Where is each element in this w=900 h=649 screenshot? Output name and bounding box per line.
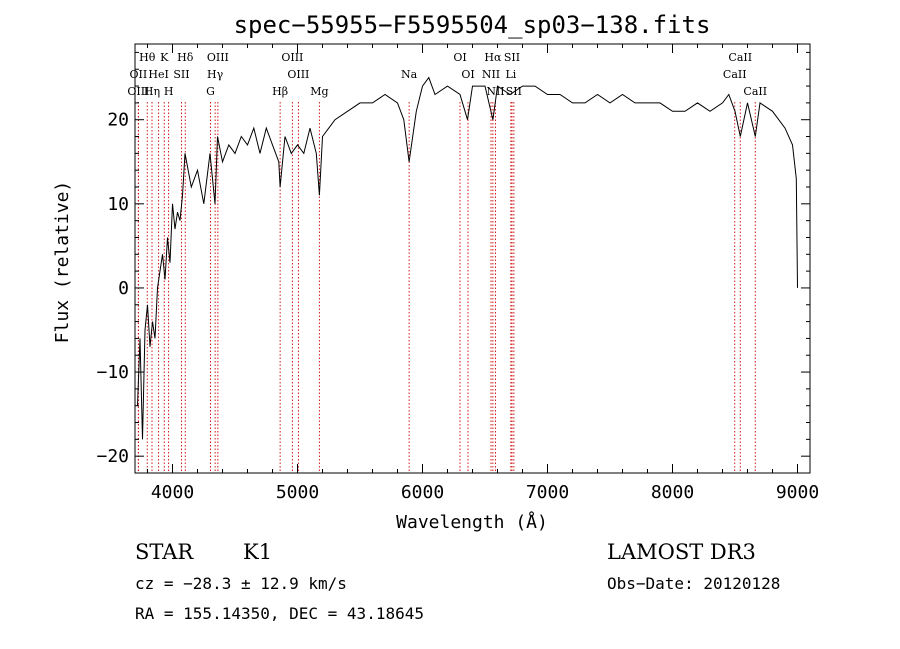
y-tick-label: 10 xyxy=(107,194,129,215)
x-tick-label: 8000 xyxy=(651,482,694,503)
x-axis-ticks: 4000 5000 6000 7000 8000 9000 xyxy=(147,44,819,503)
marker-label: CaII xyxy=(723,68,747,81)
marker-label: Na xyxy=(401,68,418,81)
marker-label: OIII xyxy=(207,51,229,64)
y-tick-label: −20 xyxy=(96,446,129,467)
marker-label: Hθ xyxy=(139,51,156,64)
marker-label: Hα xyxy=(484,51,502,64)
coordinates: RA = 155.14350, DEC = 43.18645 xyxy=(135,604,424,623)
marker-label: NII xyxy=(486,85,504,98)
marker-label: K xyxy=(160,51,169,64)
x-tick-label: 7000 xyxy=(526,482,569,503)
marker-label: HeI xyxy=(148,68,168,81)
marker-label: Hγ xyxy=(207,68,224,81)
marker-label: SII xyxy=(504,51,520,64)
observation-date: Obs−Date: 20120128 xyxy=(607,574,781,593)
y-tick-label: 0 xyxy=(118,278,129,299)
x-tick-label: 9000 xyxy=(776,482,819,503)
x-tick-label: 6000 xyxy=(401,482,444,503)
marker-label: NII xyxy=(482,68,500,81)
marker-label: Mg xyxy=(310,85,328,98)
marker-label: OIII xyxy=(281,51,303,64)
marker-label: Hβ xyxy=(272,85,288,98)
marker-label: OII xyxy=(130,68,148,81)
survey-name: LAMOST DR3 xyxy=(607,540,756,564)
marker-label: CaII xyxy=(743,85,767,98)
marker-label: OI xyxy=(461,68,474,81)
object-class: STAR xyxy=(135,540,194,564)
marker-label: OIII xyxy=(127,85,149,98)
x-tick-label: 5000 xyxy=(276,482,319,503)
marker-label: Li xyxy=(505,68,516,81)
y-tick-label: 20 xyxy=(107,110,129,131)
x-axis-label: Wavelength (Å) xyxy=(396,511,548,533)
redshift-info: cz = −28.3 ± 12.9 km/s xyxy=(135,574,347,593)
y-tick-label: −10 xyxy=(96,362,129,383)
marker-label: Hη xyxy=(144,85,160,98)
marker-label: OIII xyxy=(287,68,309,81)
chart-title: spec−55955−F5595504_sp03−138.fits xyxy=(234,11,711,39)
marker-label: Hδ xyxy=(177,51,194,64)
marker-label: SII xyxy=(173,68,189,81)
x-tick-label: 4000 xyxy=(151,482,194,503)
marker-label: OI xyxy=(453,51,466,64)
y-axis-label: Flux (relative) xyxy=(52,181,73,344)
object-subclass: K1 xyxy=(243,540,273,564)
spectrum-line xyxy=(137,76,798,440)
marker-label: G xyxy=(206,85,215,98)
y-axis-ticks: −20 −10 0 10 20 xyxy=(96,51,810,467)
marker-label: CaII xyxy=(728,51,752,64)
marker-label: H xyxy=(164,85,174,98)
plot-frame xyxy=(134,43,811,474)
